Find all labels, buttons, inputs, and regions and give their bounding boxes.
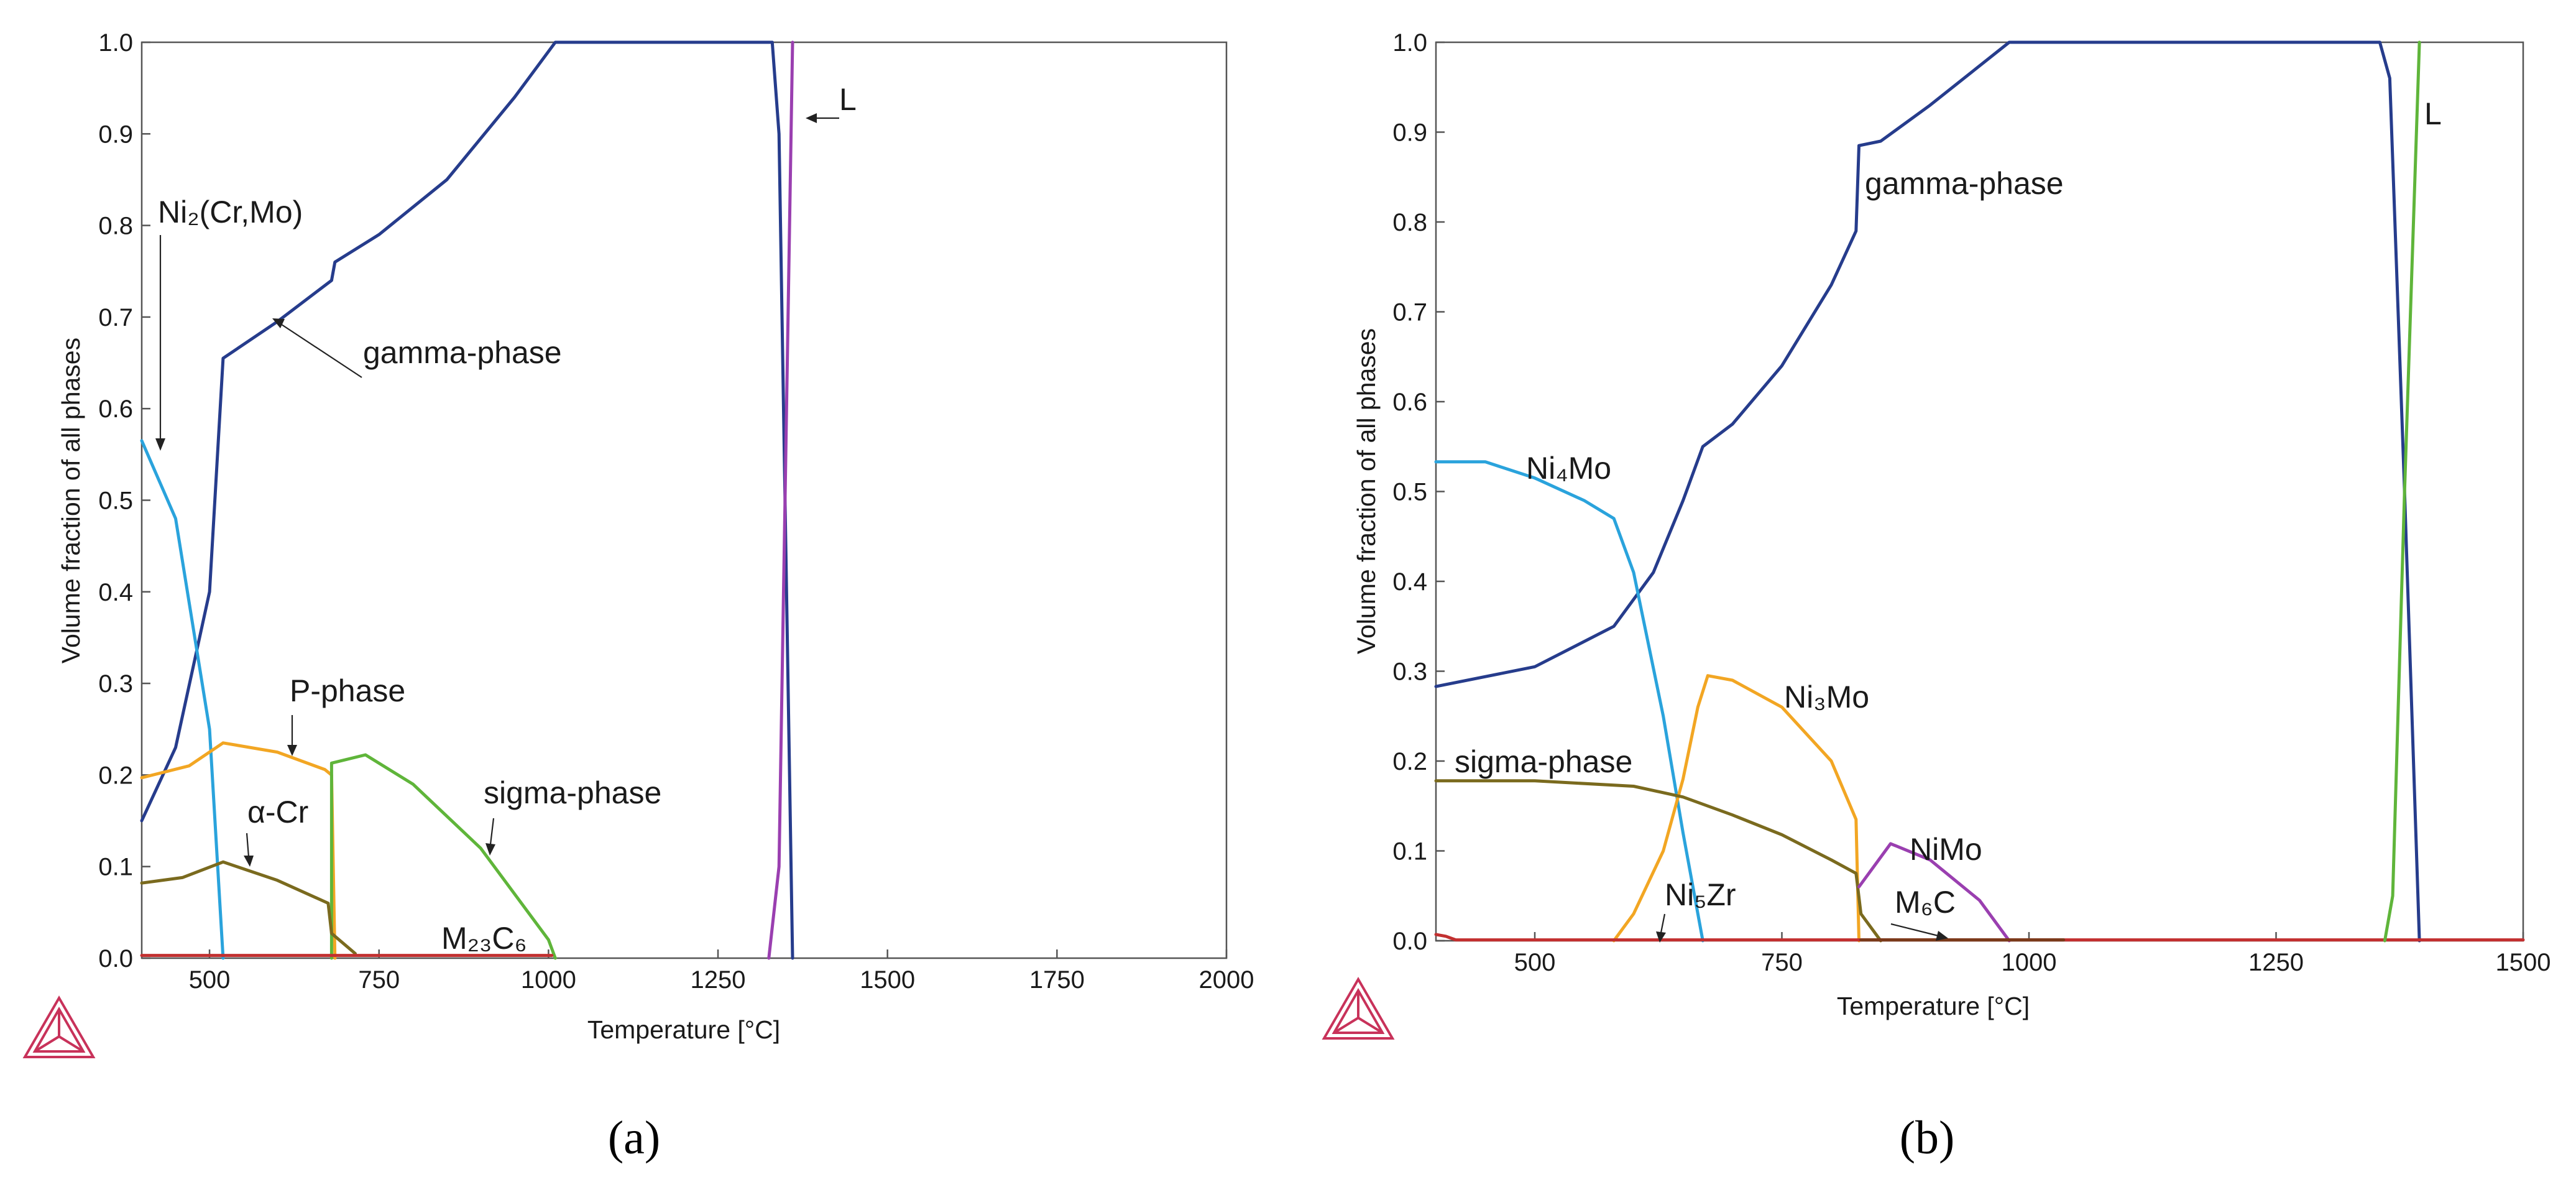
y-tick-label: 1.0	[1392, 29, 1427, 57]
y-tick-label: 0.4	[1392, 568, 1427, 596]
label-alpha-cr: α-Cr	[247, 795, 308, 829]
y-tick-label: 0.2	[1392, 748, 1427, 775]
x-tick-label: 1250	[691, 966, 746, 994]
y-tick-label: 0.6	[98, 395, 133, 423]
thermo-calc-triangle-icon	[22, 995, 96, 1058]
label-nimo: NiMo	[1910, 832, 1982, 867]
series-line-l	[767, 40, 794, 960]
y-tick-label: 0.3	[98, 670, 133, 698]
y-tick-label: 0.0	[98, 945, 133, 972]
arrowhead-liquid-a	[806, 113, 817, 123]
label-gamma-a: gamma-phase	[363, 335, 562, 370]
panel-label-a: (a)	[608, 1112, 660, 1164]
x-tick-label: 500	[189, 966, 231, 994]
y-tick-label: 0.1	[98, 854, 133, 881]
arrow-ni5zr	[1660, 913, 1666, 933]
label-m23c6: M₂₃C₆	[441, 921, 527, 956]
label-m6c: M₆C	[1895, 885, 1956, 920]
series-line-ni4mo	[1434, 460, 1704, 943]
arrowhead-alpha-cr	[244, 856, 254, 867]
y-tick-label: 0.5	[1392, 479, 1427, 506]
series-line-sigma-phase	[1434, 779, 1882, 943]
arrowhead-ni5zr	[1656, 931, 1666, 943]
y-axis-label-b: Volume fraction of all phases	[1352, 328, 1381, 654]
series-line-nimo	[1857, 842, 2011, 943]
y-tick-label: 0.7	[1392, 299, 1427, 326]
label-ni5zr: Ni₅Zr	[1665, 877, 1736, 912]
x-tick-label: 1000	[2002, 949, 2057, 976]
arrowhead-sigma-a	[485, 843, 495, 856]
label-ni4mo: Ni₄Mo	[1526, 451, 1611, 486]
y-tick-label: 0.7	[98, 304, 133, 331]
y-tick-label: 0.8	[1392, 209, 1427, 236]
panel-a: 500 750 1000 1250 1500 1750 2000 0.0 0.1 0.2 0.3 0.…	[22, 29, 1254, 1164]
arrow-alpha-cr	[246, 833, 250, 857]
x-tick-label: 2000	[1199, 966, 1254, 994]
arrowhead-gamma-a	[272, 318, 285, 328]
series-group-b	[1434, 40, 2525, 943]
x-tick-label: 750	[1761, 949, 1803, 976]
panel-label-b: (b)	[1900, 1112, 1955, 1164]
y-tick-label: 0.2	[98, 762, 133, 789]
label-gamma-b: gamma-phase	[1865, 166, 2064, 201]
label-sigma-a: sigma-phase	[484, 775, 661, 810]
x-tick-label: 1250	[2248, 949, 2304, 976]
arrow-sigma-a	[489, 818, 495, 845]
label-sigma-b: sigma-phase	[1455, 744, 1632, 779]
panel-b: 500 750 1000 1250 1500 0.0 0.1 0.2 0.3 0.4 0.5 0.6 0…	[1322, 29, 2551, 1164]
y-tick-label: 0.9	[1392, 119, 1427, 147]
y-tick-label: 0.5	[98, 487, 133, 515]
y-tick-label: 1.0	[98, 29, 133, 57]
arrowhead-m6c	[1936, 931, 1948, 941]
y-tick-label: 0.8	[98, 213, 133, 240]
series-line-l	[2383, 40, 2421, 943]
x-tick-label: 1000	[521, 966, 576, 994]
y-axis-label-a: Volume fraction of all phases	[57, 338, 85, 663]
label-p-phase: P-phase	[290, 673, 405, 708]
x-tick-label: 750	[358, 966, 400, 994]
label-ni2crmo: Ni₂(Cr,Mo)	[158, 195, 303, 229]
x-tick-label: 1500	[860, 966, 915, 994]
x-axis-label-a: Temperature [°C]	[587, 1015, 780, 1044]
axis-ticks-a: 500 750 1000 1250 1500 1750 2000 0.0 0.1 0.2 0.3 0.…	[98, 29, 1254, 994]
series-line-ni2-cr-mo-	[140, 439, 225, 960]
x-tick-label: 500	[1514, 949, 1556, 976]
arrow-m6c	[1890, 923, 1939, 937]
series-line-gamma-phase	[140, 40, 794, 960]
x-axis-label-b: Temperature [°C]	[1837, 992, 2030, 1020]
y-tick-label: 0.0	[1392, 928, 1427, 955]
series-line-ni3mo	[1612, 674, 1861, 943]
y-tick-label: 0.9	[98, 121, 133, 148]
series-line-sigma-phase	[329, 753, 557, 960]
series-group-a	[140, 40, 794, 960]
y-tick-label: 0.6	[1392, 389, 1427, 416]
arrowhead-ni2crmo	[155, 438, 165, 451]
x-tick-label: 1750	[1029, 966, 1085, 994]
arrow-gamma-a	[279, 323, 362, 378]
label-liquid-b: L	[2424, 96, 2442, 131]
axis-ticks-b: 500 750 1000 1250 1500 0.0 0.1 0.2 0.3 0.4 0.5 0.6 0…	[1392, 29, 2551, 976]
y-tick-label: 0.3	[1392, 658, 1427, 686]
label-liquid-a: L	[839, 82, 857, 117]
series-line--cr	[140, 860, 357, 956]
thermo-calc-triangle-icon	[1322, 977, 1395, 1040]
x-tick-label: 1500	[2496, 949, 2551, 976]
series-line-gamma-phase	[1434, 40, 2421, 943]
arrowhead-p-phase	[287, 745, 297, 756]
label-ni3mo: Ni₃Mo	[1784, 680, 1869, 714]
y-tick-label: 0.4	[98, 579, 133, 606]
y-tick-label: 0.1	[1392, 838, 1427, 866]
series-line-p-phase	[140, 741, 337, 960]
